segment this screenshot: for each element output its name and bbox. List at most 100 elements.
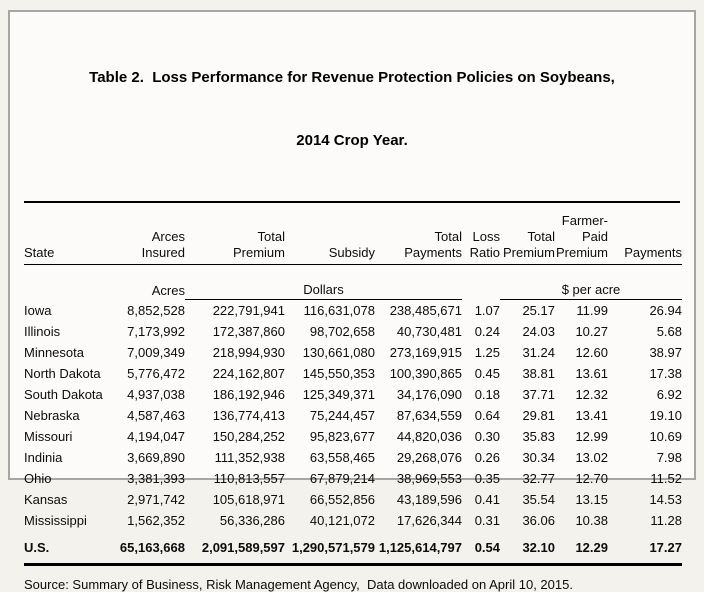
value-cell: 0.35 bbox=[474, 470, 500, 486]
value-cell: 4,937,038 bbox=[127, 386, 185, 402]
col-header-total-payments: Total Payments bbox=[375, 213, 462, 265]
value-cell: 125,349,371 bbox=[302, 386, 375, 402]
col-header-subsidy: Subsidy bbox=[285, 213, 375, 265]
value-cell: 11.28 bbox=[650, 512, 682, 528]
value-cell: 14.53 bbox=[649, 491, 682, 507]
value-cell: 12.70 bbox=[575, 470, 608, 486]
table-total-body: U.S. 65,163,668 2,091,589,597 1,290,571,579… bbox=[24, 530, 682, 566]
table-frame: Table 2. Loss Performance for Revenue Pr… bbox=[8, 10, 696, 592]
value-cell: 13.61 bbox=[575, 365, 608, 381]
col-header-total-premium: Total Premium bbox=[185, 213, 285, 265]
value-cell: 238,485,671 bbox=[389, 302, 462, 318]
value-cell: 8,852,528 bbox=[127, 302, 185, 318]
spacer-row bbox=[24, 265, 682, 278]
value-cell: 24.03 bbox=[522, 323, 555, 339]
table-row: Missouri 4,194,047 150,284,252 95,823,677 44… bbox=[24, 426, 682, 447]
value-cell: 98,702,658 bbox=[309, 323, 375, 339]
value-cell: 130,661,080 bbox=[302, 344, 375, 360]
value-cell: 38.97 bbox=[649, 344, 682, 360]
state-cell: Indinia bbox=[24, 449, 63, 465]
value-cell: 32.77 bbox=[522, 470, 555, 486]
value-cell: 29,268,076 bbox=[396, 449, 462, 465]
value-cell: 1.25 bbox=[474, 344, 500, 360]
table-body: Iowa 8,852,528 222,791,941 116,631,078 238,4… bbox=[24, 300, 682, 531]
value-cell: 10.27 bbox=[575, 323, 608, 339]
value-cell: 273,169,915 bbox=[389, 344, 462, 360]
value-cell: 172,387,860 bbox=[212, 323, 285, 339]
value-cell: 34,176,090 bbox=[396, 386, 462, 402]
table-wrap: State Arces Insured Total Premium Subsid… bbox=[24, 213, 682, 566]
value-cell: 7.98 bbox=[656, 449, 682, 465]
table-row: Ohio 3,381,393 110,813,557 67,879,214 38,969… bbox=[24, 468, 682, 489]
table-row: Minnesota 7,009,349 218,994,930 130,661,080… bbox=[24, 342, 682, 363]
loss-performance-table: State Arces Insured Total Premium Subsid… bbox=[24, 213, 682, 566]
header-row: State Arces Insured Total Premium Subsid… bbox=[24, 213, 682, 265]
value-cell: 3,669,890 bbox=[127, 449, 185, 465]
table-row: Indinia 3,669,890 111,352,938 63,558,465 29,… bbox=[24, 447, 682, 468]
value-cell: 10.69 bbox=[649, 428, 682, 444]
table-row: Iowa 8,852,528 222,791,941 116,631,078 238,4… bbox=[24, 300, 682, 321]
total-row: U.S. 65,163,668 2,091,589,597 1,290,571,579… bbox=[24, 530, 682, 566]
state-cell: Missouri bbox=[24, 428, 73, 444]
state-cell: South Dakota bbox=[24, 386, 103, 402]
value-cell: 37.71 bbox=[522, 386, 555, 402]
value-cell: 2,091,589,597 bbox=[185, 530, 285, 566]
value-cell: 0.26 bbox=[474, 449, 500, 465]
state-cell: U.S. bbox=[24, 530, 112, 566]
value-cell: 4,194,047 bbox=[127, 428, 185, 444]
value-cell: 17.27 bbox=[608, 530, 682, 566]
value-cell: 13.41 bbox=[575, 407, 608, 423]
value-cell: 36.06 bbox=[522, 512, 555, 528]
value-cell: 35.83 bbox=[522, 428, 555, 444]
value-cell: 5.68 bbox=[656, 323, 682, 339]
value-cell: 38,969,553 bbox=[396, 470, 462, 486]
value-cell: 75,244,457 bbox=[309, 407, 375, 423]
value-cell: 218,994,930 bbox=[212, 344, 285, 360]
value-cell: 0.24 bbox=[474, 323, 500, 339]
value-cell: 7,009,349 bbox=[127, 344, 185, 360]
table-row: Nebraska 4,587,463 136,774,413 75,244,457 87… bbox=[24, 405, 682, 426]
value-cell: 0.54 bbox=[462, 530, 500, 566]
value-cell: 5,776,472 bbox=[127, 365, 185, 381]
col-header-farmer-paid-premium: Farmer- Paid Premium bbox=[555, 213, 608, 265]
state-cell: Iowa bbox=[24, 302, 52, 318]
value-cell: 10.38 bbox=[575, 512, 608, 528]
units-dollars: Dollars bbox=[185, 277, 462, 300]
state-cell: Minnesota bbox=[24, 344, 84, 360]
state-cell: North Dakota bbox=[24, 365, 101, 381]
value-cell: 136,774,413 bbox=[212, 407, 285, 423]
value-cell: 100,390,865 bbox=[389, 365, 462, 381]
value-cell: 7,173,992 bbox=[127, 323, 185, 339]
value-cell: 63,558,465 bbox=[309, 449, 375, 465]
state-cell: Nebraska bbox=[24, 407, 80, 423]
value-cell: 4,587,463 bbox=[127, 407, 185, 423]
value-cell: 6.92 bbox=[656, 386, 682, 402]
value-cell: 2,971,742 bbox=[127, 491, 185, 507]
value-cell: 65,163,668 bbox=[112, 530, 185, 566]
table-title: Table 2. Loss Performance for Revenue Pr… bbox=[10, 25, 694, 193]
value-cell: 87,634,559 bbox=[396, 407, 462, 423]
value-cell: 44,820,036 bbox=[396, 428, 462, 444]
state-cell: Ohio bbox=[24, 470, 52, 486]
value-cell: 17,626,344 bbox=[396, 512, 462, 528]
value-cell: 13.15 bbox=[575, 491, 608, 507]
value-cell: 0.18 bbox=[474, 386, 500, 402]
col-header-payments-per-acre: Payments bbox=[608, 213, 682, 265]
state-cell: Mississippi bbox=[24, 512, 87, 528]
value-cell: 224,162,807 bbox=[212, 365, 285, 381]
units-per-acre: $ per acre bbox=[500, 277, 682, 300]
value-cell: 0.64 bbox=[474, 407, 500, 423]
col-header-total-premium-per-acre: Total Premium bbox=[500, 213, 555, 265]
value-cell: 31.24 bbox=[522, 344, 555, 360]
value-cell: 26.94 bbox=[649, 302, 682, 318]
table-title-line2: 2014 Crop Year. bbox=[296, 132, 408, 149]
value-cell: 13.02 bbox=[575, 449, 608, 465]
value-cell: 1,562,352 bbox=[127, 512, 185, 528]
col-header-loss-ratio: Loss Ratio bbox=[462, 213, 500, 265]
value-cell: 67,879,214 bbox=[309, 470, 375, 486]
source-note: Source: Summary of Business, Risk Manage… bbox=[24, 576, 573, 592]
value-cell: 11.52 bbox=[650, 470, 682, 486]
table-title-line1: Table 2. Loss Performance for Revenue Pr… bbox=[89, 69, 615, 86]
value-cell: 222,791,941 bbox=[212, 302, 285, 318]
value-cell: 0.31 bbox=[474, 512, 500, 528]
